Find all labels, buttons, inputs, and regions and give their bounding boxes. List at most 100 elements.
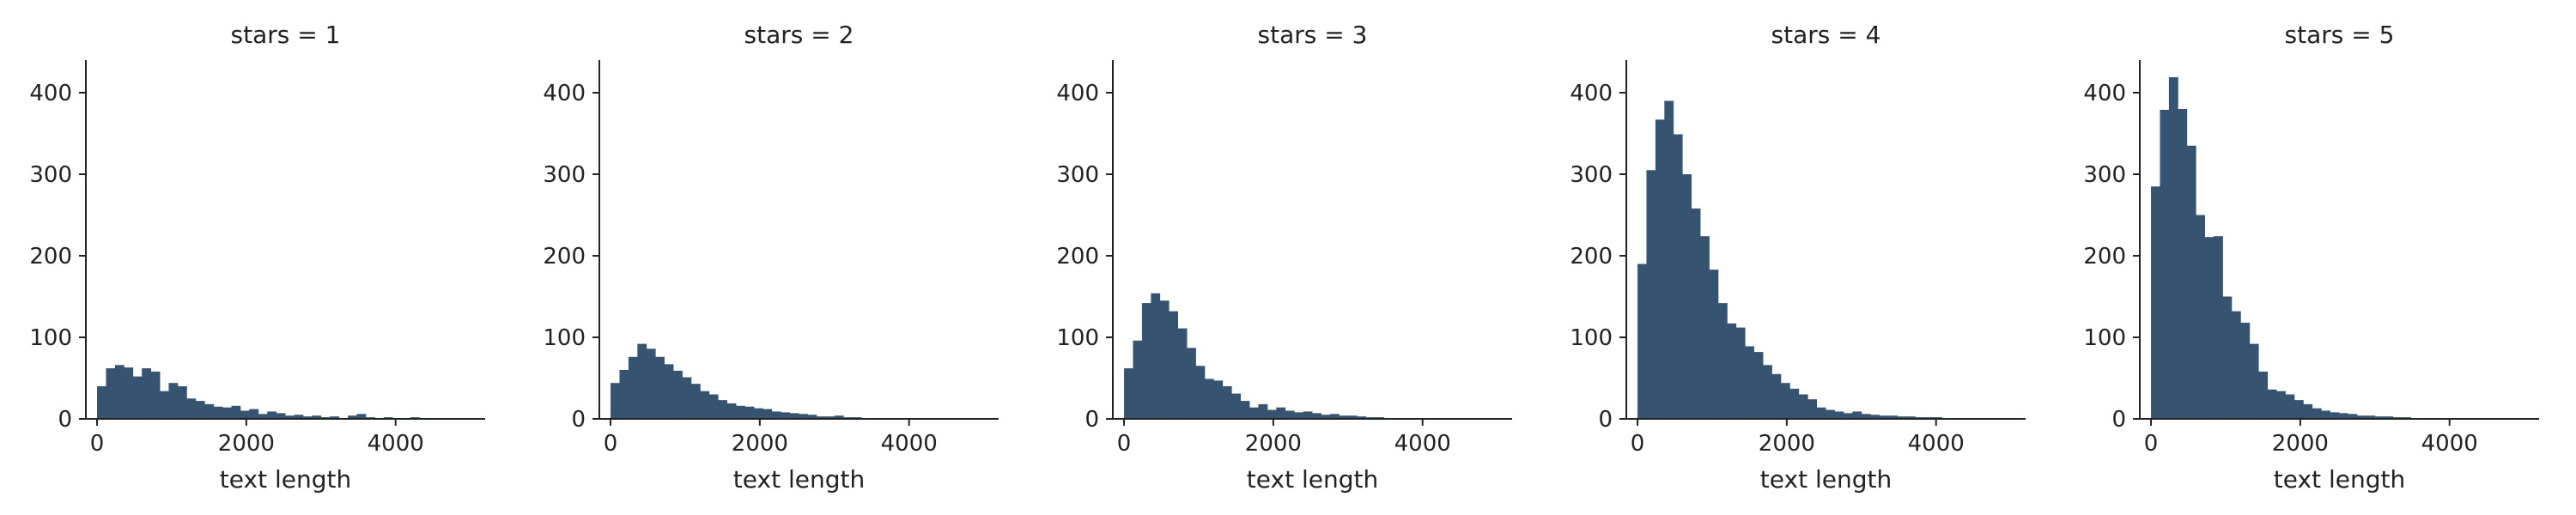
histogram-bar — [1763, 365, 1772, 419]
histogram-bar — [1321, 415, 1331, 419]
histogram-bar — [177, 386, 187, 419]
y-tick-label: 200 — [29, 244, 72, 270]
histogram-bar — [1312, 413, 1321, 419]
histogram-bar — [2258, 371, 2269, 419]
histogram-bar — [2330, 412, 2340, 419]
histogram-bar — [799, 414, 808, 419]
histogram-bar — [2249, 343, 2259, 419]
histogram-bar — [249, 409, 259, 419]
histogram-bar — [258, 414, 268, 419]
histogram-bar — [1357, 416, 1367, 419]
x-axis-label: text length — [733, 465, 865, 494]
y-tick-label: 300 — [29, 162, 72, 188]
histogram-bar — [2168, 76, 2178, 419]
y-tick-label: 400 — [29, 81, 72, 106]
histogram-bar — [1717, 303, 1728, 419]
histogram-bar — [1789, 388, 1800, 419]
histogram-bar — [664, 364, 674, 419]
histogram-bar — [619, 370, 629, 419]
y-tick-label: 0 — [1598, 407, 1613, 433]
histogram-bar — [302, 416, 313, 419]
y-tick-label: 400 — [1056, 81, 1099, 106]
histogram-bar — [611, 383, 620, 419]
histogram-bar — [160, 391, 169, 419]
histogram-bar — [1169, 311, 1179, 419]
x-tick-label: 4000 — [1908, 431, 1965, 457]
histogram-bar — [1151, 293, 1161, 419]
histogram-bar — [1637, 264, 1647, 419]
histogram-bar — [276, 413, 286, 419]
panel-title: stars = 1 — [231, 21, 341, 49]
x-tick-label: 0 — [604, 431, 618, 457]
y-tick-label: 200 — [543, 244, 586, 270]
histogram-bar — [771, 411, 781, 419]
histogram-bar — [348, 415, 357, 419]
histogram-bar — [736, 405, 745, 419]
x-tick-label: 4000 — [2421, 431, 2478, 457]
histogram-bar — [744, 406, 755, 419]
histogram-bar — [2384, 416, 2394, 419]
histogram-bar — [294, 415, 304, 419]
histogram-bar — [1673, 134, 1683, 419]
histogram-bar — [1133, 340, 1143, 419]
histogram-bar — [124, 367, 134, 419]
histogram-bar — [1826, 409, 1835, 419]
histogram-bar — [2285, 394, 2295, 419]
histogram-bar — [781, 412, 791, 419]
histogram-bar — [150, 371, 161, 419]
histogram-bar — [186, 398, 197, 419]
histogram-bar — [1187, 348, 1196, 419]
x-axis-label: text length — [220, 465, 351, 494]
histogram-bar — [628, 356, 638, 419]
histogram-bar — [1834, 411, 1844, 419]
histogram-bar — [2151, 186, 2160, 419]
histogram-bar — [646, 348, 656, 419]
histogram-bar — [2196, 215, 2206, 419]
x-tick-label: 2000 — [2272, 431, 2329, 457]
x-tick-label: 4000 — [881, 431, 938, 457]
histogram-bar — [1664, 100, 1674, 419]
histogram-bar — [2231, 311, 2241, 419]
histogram-bar — [1258, 403, 1268, 419]
histogram-bar — [2267, 389, 2277, 419]
histogram-bar — [1240, 401, 1250, 419]
histogram-bar — [240, 410, 250, 419]
histogram-bar — [2303, 403, 2313, 419]
histogram-bar — [1861, 414, 1871, 419]
y-tick-label: 100 — [1056, 325, 1099, 351]
histogram-bar — [142, 368, 152, 419]
histogram-bar — [1267, 409, 1277, 419]
histogram-bar — [807, 415, 817, 419]
histogram-bar — [1339, 415, 1349, 419]
histogram-bar — [1888, 415, 1898, 419]
histogram-bar — [1222, 386, 1232, 419]
histogram-bar — [2240, 322, 2251, 419]
histogram-bar — [1303, 411, 1313, 419]
y-tick-label: 100 — [543, 325, 586, 351]
y-tick-label: 300 — [2083, 162, 2126, 188]
histogram-bar — [816, 416, 826, 419]
x-tick-label: 0 — [1117, 431, 1132, 457]
histogram-bar — [708, 394, 719, 419]
histogram-bar — [2204, 237, 2215, 419]
histogram-bar — [1204, 379, 1214, 419]
y-tick-label: 400 — [2083, 81, 2126, 106]
x-axis-label: text length — [1760, 465, 1892, 494]
histogram-bar — [2186, 145, 2196, 419]
histogram-bar — [1745, 346, 1755, 419]
y-tick-label: 0 — [571, 407, 586, 433]
histogram-bar — [1879, 415, 1889, 419]
histogram-bar — [1700, 236, 1710, 419]
histogram-bar — [1159, 300, 1170, 419]
y-tick-label: 100 — [2083, 325, 2126, 351]
histogram-bar — [1646, 170, 1656, 419]
x-tick-label: 4000 — [368, 431, 424, 457]
histogram-bar — [1691, 208, 1701, 419]
histogram-bar — [132, 376, 143, 419]
histogram-bar — [1141, 303, 1151, 419]
histogram-bar — [1798, 394, 1808, 419]
histogram-bar — [2356, 415, 2366, 419]
histogram-bar — [1682, 174, 1692, 419]
y-tick-label: 200 — [1570, 244, 1613, 270]
